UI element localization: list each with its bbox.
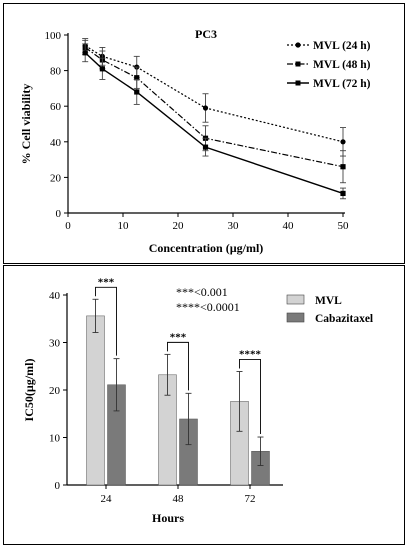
line-x-tick-label: 20 — [173, 220, 185, 232]
data-point — [202, 105, 209, 111]
line-x-tick-label: 40 — [283, 220, 295, 232]
bar-plot: 0 10 20 30 40 24 *** 48 *** 72 **** — [49, 276, 283, 505]
line-y-tick-label: 100 — [45, 30, 62, 42]
significance-note-2: ****<0.0001 — [176, 300, 240, 314]
data-point — [99, 66, 105, 72]
line-y-tick-label: 0 — [56, 208, 62, 220]
bar-y-tick-label: 40 — [49, 290, 61, 302]
data-point — [340, 139, 346, 145]
legend-item-mvl: MVL — [286, 294, 342, 307]
legend-item-mvl-24h: MVL (24 h) — [287, 40, 371, 52]
line-chart-y-axis-label: % Cell viability — [19, 84, 33, 165]
legend-item-cabazitaxel: Cabazitaxel — [286, 312, 373, 325]
significance-label: *** — [170, 331, 187, 343]
line-x-tick-label: 10 — [118, 220, 130, 232]
line-x-tick-label: 0 — [65, 220, 71, 232]
legend-swatch-cabazitaxel — [286, 312, 305, 323]
legend-label-mvl-48h: MVL (48 h) — [313, 59, 371, 71]
bar-mvl-24h — [86, 315, 105, 486]
line-y-tick-label: 60 — [50, 101, 62, 113]
bar-y-tick-label: 10 — [49, 433, 61, 445]
data-point — [202, 144, 209, 150]
legend-label-mvl-24h: MVL (24 h) — [313, 40, 371, 52]
bar-chart-x-axis-label: Hours — [152, 511, 184, 525]
significance-bracket — [95, 286, 117, 356]
significance-label: **** — [239, 348, 262, 360]
significance-label: *** — [98, 276, 115, 288]
bar-x-tick-label: 48 — [173, 493, 185, 505]
line-y-tick-label: 80 — [50, 66, 62, 78]
legend-label-mvl-72h: MVL (72 h) — [313, 78, 371, 90]
data-point — [134, 89, 140, 95]
bar-x-tick-label: 72 — [245, 493, 256, 505]
data-point — [82, 50, 88, 56]
data-point — [340, 164, 346, 170]
line-series-mvl-24-h — [84, 45, 344, 143]
bar-x-tick-label: 24 — [101, 493, 113, 505]
line-chart-title: PC3 — [195, 27, 217, 41]
bottom-panel-frame — [3, 265, 405, 545]
legend-item-mvl-72h: MVL (72 h) — [287, 78, 371, 90]
top-panel-frame — [3, 3, 405, 264]
legend-label-cabazitaxel: Cabazitaxel — [315, 313, 373, 325]
line-series-mvl-72-h — [84, 52, 344, 195]
line-legend: MVL (24 h) MVL (48 h) MVL (72 h) — [287, 40, 371, 90]
bar-chart-y-axis-label: IC50(µg/ml) — [22, 359, 36, 422]
line-series-mvl-48-h — [84, 46, 344, 168]
significance-bracket — [239, 359, 261, 435]
bar-y-tick-label: 20 — [49, 385, 61, 397]
bar-y-tick-label: 30 — [49, 338, 61, 350]
data-point — [340, 190, 346, 197]
line-x-tick-label: 50 — [338, 220, 350, 232]
significance-note-1: ***<0.001 — [176, 285, 228, 299]
data-point — [134, 75, 140, 81]
line-y-tick-label: 40 — [50, 137, 62, 149]
significance-bracket — [167, 341, 189, 391]
legend-swatch-mvl — [286, 294, 305, 305]
line-plot: 0 10 20 30 40 50 0 20 40 60 80 100 — [45, 30, 350, 232]
bar-legend: MVL Cabazitaxel — [286, 294, 373, 325]
legend-item-mvl-48h: MVL (48 h) — [287, 59, 371, 71]
line-y-tick-label: 20 — [50, 172, 62, 184]
bar-y-tick-label: 0 — [55, 480, 61, 492]
legend-label-mvl: MVL — [315, 295, 342, 307]
line-chart-x-axis-label: Concentration (µg/ml) — [149, 241, 264, 255]
line-x-tick-label: 30 — [228, 220, 240, 232]
